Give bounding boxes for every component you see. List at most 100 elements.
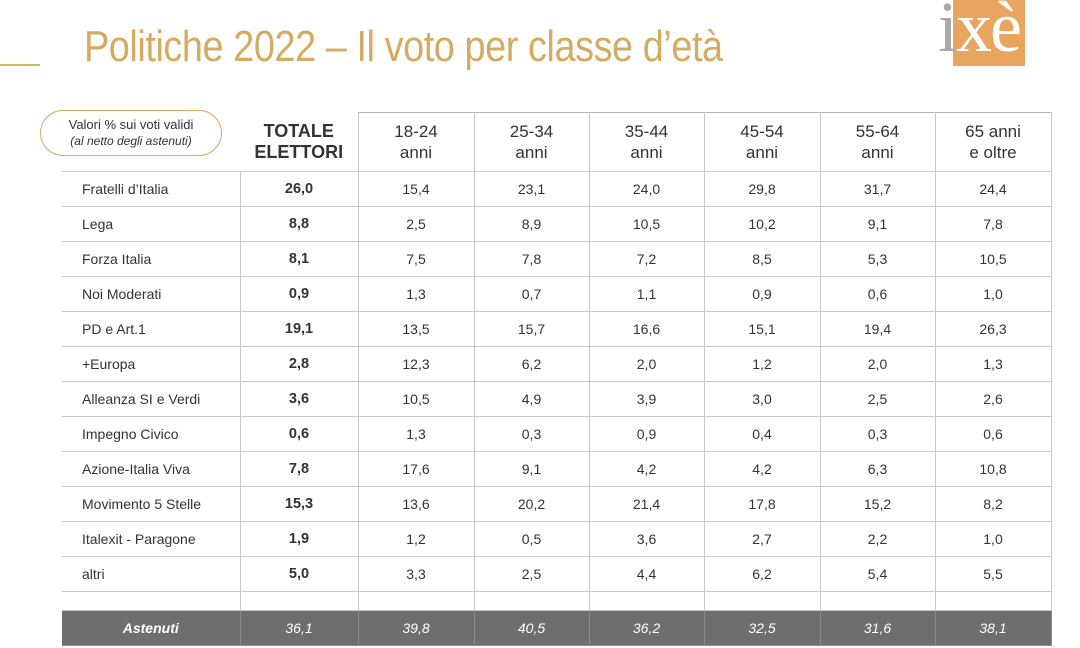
age-value: 1,0 [934, 521, 1052, 557]
total-value: 19,1 [239, 311, 359, 347]
age-value: 15,4 [357, 171, 475, 207]
age-value: 6,2 [703, 556, 821, 592]
table-row: Azione-Italia Viva 7,8 17,6 9,1 4,2 4,2 6,3 10,… [62, 451, 1052, 487]
age-value: 4,4 [588, 556, 705, 592]
age-value: 2,0 [588, 346, 705, 382]
age-value: 15,1 [703, 311, 821, 347]
age-value: 7,2 [588, 241, 705, 277]
age-value: 0,6 [934, 416, 1052, 452]
empty-cell [62, 591, 241, 611]
party-name: Fratelli d’Italia [62, 171, 241, 207]
age-value: 15,7 [473, 311, 590, 347]
age-value: 19,4 [819, 311, 936, 347]
logo-box [953, 0, 1025, 66]
party-name: altri [62, 556, 241, 592]
age-value: 3,9 [588, 381, 705, 417]
age-value: 5,3 [819, 241, 936, 277]
abstention-value: 36,2 [588, 610, 705, 646]
table-row: Lega 8,8 2,5 8,9 10,5 10,2 9,1 7,8 [62, 206, 1052, 242]
age-value: 20,2 [473, 486, 590, 522]
age-value: 4,2 [703, 451, 821, 487]
age-value: 17,8 [703, 486, 821, 522]
header-blank [62, 113, 240, 172]
empty-cell [239, 591, 359, 611]
column-header: TOTALE ELETTORI [240, 112, 359, 172]
total-value: 1,9 [239, 521, 359, 557]
age-value: 9,1 [473, 451, 590, 487]
age-value: 10,8 [934, 451, 1052, 487]
abstention-row: Astenuti 36,1 39,8 40,5 36,2 32,5 31,6 38,1 [62, 610, 1052, 646]
column-header-line1: 18-24 [394, 122, 438, 141]
total-value: 2,8 [239, 346, 359, 382]
age-value: 17,6 [357, 451, 475, 487]
age-value: 3,0 [703, 381, 821, 417]
table-row: Movimento 5 Stelle 15,3 13,6 20,2 21,4 17,8 15… [62, 486, 1052, 522]
table-row: Alleanza SI e Verdi 3,6 10,5 4,9 3,9 3,0 2,5 2,… [62, 381, 1052, 417]
abstention-value: 32,5 [703, 610, 821, 646]
age-value: 12,3 [357, 346, 475, 382]
age-value: 1,2 [357, 521, 475, 557]
age-value: 2,5 [473, 556, 590, 592]
age-value: 29,8 [703, 171, 821, 207]
age-value: 4,9 [473, 381, 590, 417]
column-header: 55-64 anni [819, 112, 936, 172]
table-row: PD e Art.1 19,1 13,5 15,7 16,6 15,1 19,4 26,3 [62, 311, 1052, 347]
empty-cell [588, 591, 705, 611]
age-value: 15,2 [819, 486, 936, 522]
age-value: 3,6 [588, 521, 705, 557]
abstention-label: Astenuti [62, 610, 241, 646]
title-accent-line [0, 64, 40, 66]
age-value: 2,5 [819, 381, 936, 417]
column-header: 35-44 anni [588, 112, 705, 172]
age-value: 7,8 [934, 206, 1052, 242]
age-value: 6,2 [473, 346, 590, 382]
age-value: 8,5 [703, 241, 821, 277]
age-value: 2,6 [934, 381, 1052, 417]
party-name: Noi Moderati [62, 276, 241, 312]
column-header: 45-54 anni [703, 112, 821, 172]
age-value: 31,7 [819, 171, 936, 207]
table-row: Forza Italia 8,1 7,5 7,8 7,2 8,5 5,3 10,5 [62, 241, 1052, 277]
column-header-line2: anni [861, 143, 894, 162]
age-value: 7,8 [473, 241, 590, 277]
age-value: 5,5 [934, 556, 1052, 592]
age-value: 16,6 [588, 311, 705, 347]
values-note-line2: (al netto degli astenuti) [70, 134, 192, 148]
age-value: 13,5 [357, 311, 475, 347]
abstention-value: 36,1 [239, 610, 359, 646]
age-value: 7,5 [357, 241, 475, 277]
page-title: Politiche 2022 – Il voto per classe d’et… [84, 22, 723, 71]
total-value: 8,8 [239, 206, 359, 242]
age-value: 0,4 [703, 416, 821, 452]
total-value: 0,9 [239, 276, 359, 312]
age-value: 8,9 [473, 206, 590, 242]
age-value: 0,3 [819, 416, 936, 452]
age-value: 1,3 [357, 416, 475, 452]
age-value: 1,0 [934, 276, 1052, 312]
table-row: +Europa 2,8 12,3 6,2 2,0 1,2 2,0 1,3 [62, 346, 1052, 382]
table-header-row: TOTALE ELETTORI 18-24 anni 25-34 anni 35-44 ann… [62, 112, 1052, 172]
age-value: 24,4 [934, 171, 1052, 207]
age-value: 8,2 [934, 486, 1052, 522]
ixe-logo: ixè [936, 0, 1028, 70]
abstention-value: 40,5 [473, 610, 590, 646]
column-header-line1: 55-64 [855, 122, 900, 141]
age-value: 0,5 [473, 521, 590, 557]
column-header: 18-24 anni [357, 112, 475, 172]
age-value: 0,7 [473, 276, 590, 312]
spacer-row [62, 591, 1052, 611]
table-row: Fratelli d’Italia 26,0 15,4 23,1 24,0 29,8 31,… [62, 171, 1052, 207]
total-value: 15,3 [239, 486, 359, 522]
total-value: 3,6 [239, 381, 359, 417]
column-header-line2: anni [630, 143, 663, 162]
age-value: 2,0 [819, 346, 936, 382]
total-value: 7,8 [239, 451, 359, 487]
age-value: 2,2 [819, 521, 936, 557]
age-value: 0,9 [703, 276, 821, 312]
age-value: 2,5 [357, 206, 475, 242]
vote-by-age-table: TOTALE ELETTORI 18-24 anni 25-34 anni 35-44 ann… [62, 112, 1052, 646]
column-header-line1: TOTALE [263, 120, 334, 141]
column-header-line2: ELETTORI [254, 141, 344, 162]
empty-cell [703, 591, 821, 611]
age-value: 21,4 [588, 486, 705, 522]
